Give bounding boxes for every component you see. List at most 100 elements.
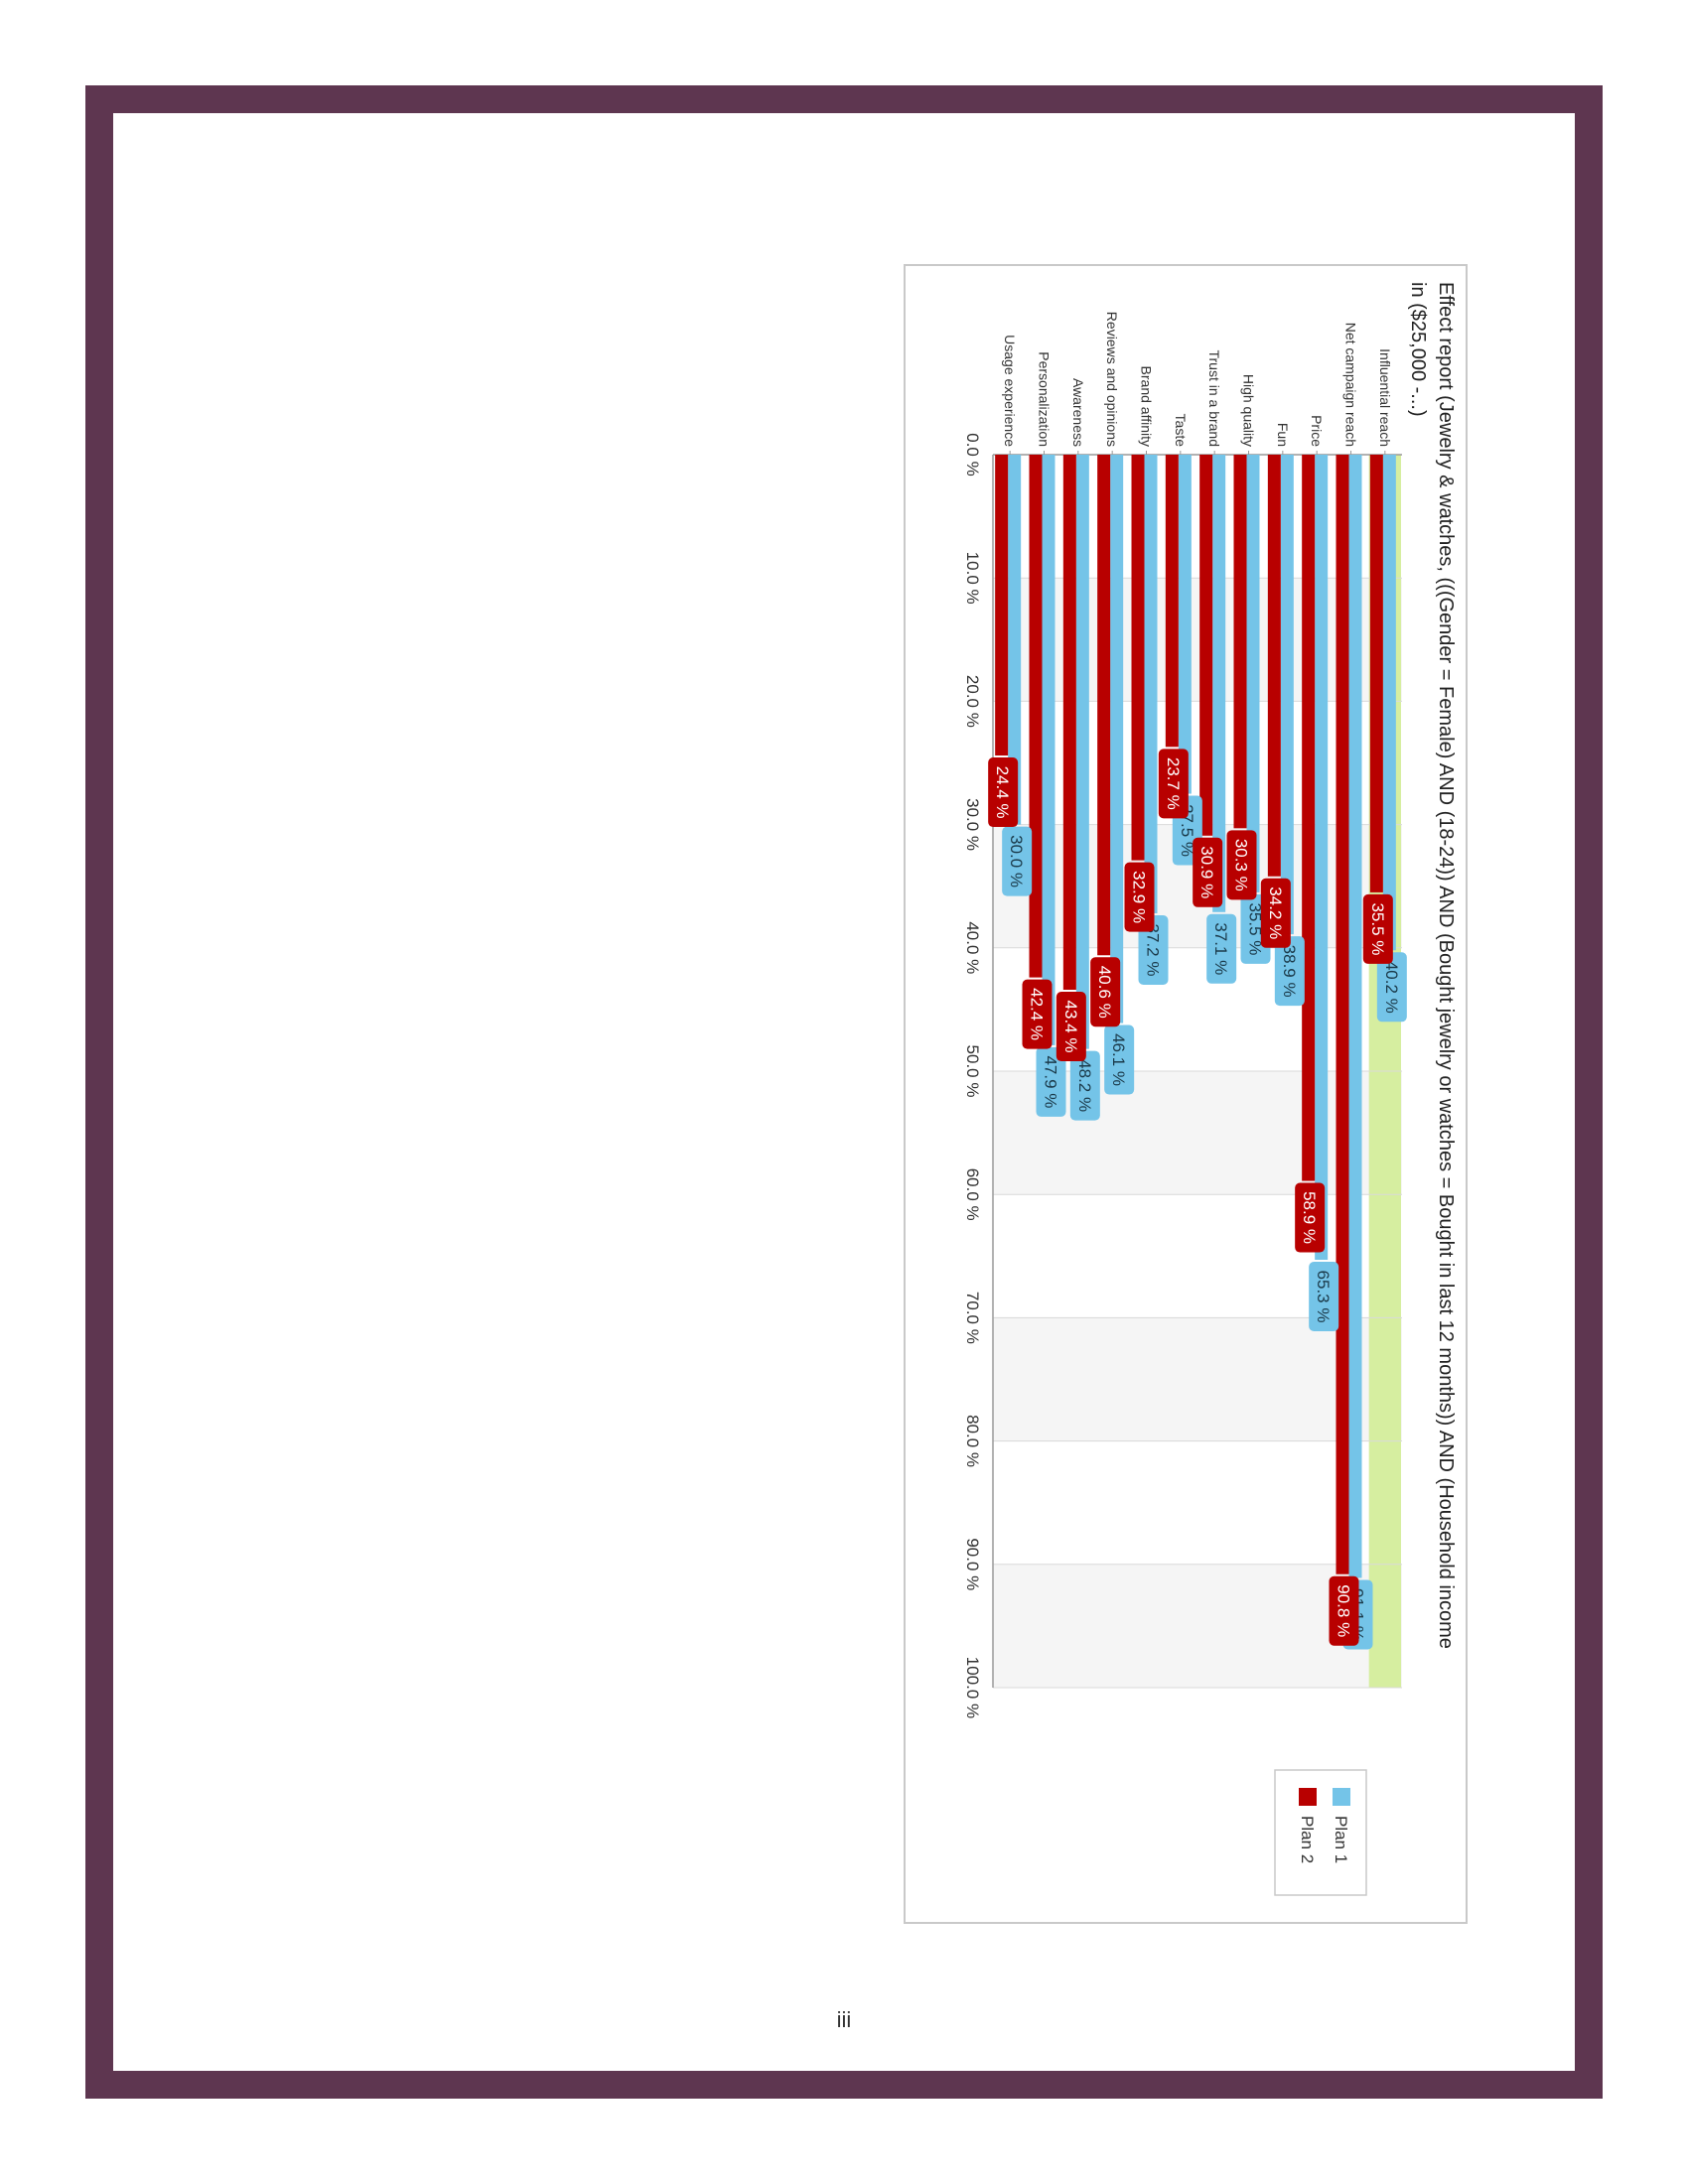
bar-plan-1 xyxy=(1382,455,1396,951)
category-label: Influential reach xyxy=(1377,348,1393,447)
data-label-bg-plan-1 xyxy=(1274,936,1305,1007)
category-label: Trust in a brand xyxy=(1206,349,1222,447)
data-label-bg-plan-2 xyxy=(988,757,1019,828)
x-tick-label: 80.0 % xyxy=(963,1415,982,1467)
bar-plan-1 xyxy=(1110,455,1124,1024)
bar-plan-2 xyxy=(1165,455,1179,748)
data-label-bg-plan-1 xyxy=(1036,1046,1066,1117)
bar-plan-2 xyxy=(1062,455,1076,991)
category-label: Awareness xyxy=(1070,378,1086,447)
category-label: Usage experience xyxy=(1002,335,1018,447)
category-label: Price xyxy=(1309,415,1325,447)
bar-plan-1 xyxy=(1178,455,1192,794)
data-label-plan-2: 24.4 % xyxy=(993,766,1012,819)
x-tick-label: 60.0 % xyxy=(963,1168,982,1221)
data-label-plan-2: 90.8 % xyxy=(1335,1584,1353,1637)
data-label-plan-2: 35.5 % xyxy=(1368,902,1387,955)
category-label: Net campaign reach xyxy=(1343,323,1359,447)
bar-plan-1 xyxy=(1246,455,1260,892)
x-tick-label: 0.0 % xyxy=(963,433,982,476)
bar-plan-2 xyxy=(1336,455,1349,1574)
data-label-plan-2: 34.2 % xyxy=(1266,887,1285,939)
data-label-plan-1: 37.2 % xyxy=(1144,924,1163,977)
data-label-bg-plan-2 xyxy=(1055,992,1086,1062)
x-tick-label: 30.0 % xyxy=(963,798,982,851)
bar-plan-2 xyxy=(1131,455,1145,861)
chart-title: Effect report (Jewelry & watches, (((Gen… xyxy=(1407,282,1457,1649)
data-label-bg-plan-1 xyxy=(1002,826,1033,896)
x-tick-label: 90.0 % xyxy=(963,1538,982,1590)
data-label-bg-plan-1 xyxy=(1104,1024,1135,1095)
category-label: Personalization xyxy=(1037,351,1053,447)
chart-panel: Effect report (Jewelry & watches, (((Gen… xyxy=(904,264,1468,1924)
legend-label: Plan 2 xyxy=(1298,1816,1317,1863)
bar-plan-2 xyxy=(1267,455,1281,877)
data-label-plan-1: 35.5 % xyxy=(1246,902,1265,955)
data-label-bg-plan-1 xyxy=(1309,1262,1339,1332)
data-label-plan-1: 46.1 % xyxy=(1109,1033,1128,1086)
data-label-bg-plan-2 xyxy=(1260,878,1291,948)
x-tick-label: 70.0 % xyxy=(963,1292,982,1344)
grid-band xyxy=(993,701,1402,825)
x-tick-label: 40.0 % xyxy=(963,921,982,974)
data-label-plan-2: 23.7 % xyxy=(1164,757,1183,810)
data-label-bg-plan-1 xyxy=(1376,952,1407,1023)
data-label-bg-plan-2 xyxy=(1193,837,1223,907)
bar-plan-2 xyxy=(1233,455,1247,829)
data-label-plan-2: 30.9 % xyxy=(1197,846,1216,898)
grid-band xyxy=(993,578,1402,702)
data-label-plan-1: 47.9 % xyxy=(1042,1055,1060,1108)
grid-band xyxy=(993,1317,1402,1441)
data-label-bg-plan-1 xyxy=(1069,1050,1100,1121)
data-label-plan-1: 38.9 % xyxy=(1280,945,1299,998)
data-label-bg-plan-1 xyxy=(1206,913,1237,984)
data-label-plan-2: 40.6 % xyxy=(1095,966,1114,1019)
bar-plan-2 xyxy=(1369,455,1383,892)
category-label: Brand affinity xyxy=(1139,366,1155,447)
data-label-bg-plan-1 xyxy=(1138,915,1169,986)
bar-plan-2 xyxy=(1029,455,1043,978)
bar-plan-2 xyxy=(995,455,1009,756)
data-label-plan-2: 43.4 % xyxy=(1061,1001,1080,1053)
bar-plan-2 xyxy=(1199,455,1213,836)
grid-band xyxy=(993,455,1402,579)
data-label-bg-plan-2 xyxy=(1295,1182,1326,1253)
legend-label: Plan 1 xyxy=(1332,1816,1350,1863)
x-tick-label: 50.0 % xyxy=(963,1045,982,1098)
data-label-plan-1: 48.2 % xyxy=(1075,1059,1094,1112)
category-label: Taste xyxy=(1173,414,1189,448)
bar-plan-1 xyxy=(1212,455,1226,912)
category-label: High quality xyxy=(1241,374,1257,447)
data-label-plan-2: 58.9 % xyxy=(1300,1191,1319,1244)
rotated-chart-group: Effect report (Jewelry & watches, (((Gen… xyxy=(963,282,1457,1896)
x-tick-label: 10.0 % xyxy=(963,552,982,605)
bar-plan-1 xyxy=(1348,455,1362,1578)
data-label-bg-plan-2 xyxy=(1226,830,1257,900)
data-label-plan-1: 65.3 % xyxy=(1314,1271,1333,1323)
data-label-bg-plan-2 xyxy=(1124,862,1155,932)
bar-plan-2 xyxy=(1302,455,1316,1181)
data-label-bg-plan-2 xyxy=(1022,979,1053,1049)
legend-swatch xyxy=(1299,1788,1317,1806)
grid-band xyxy=(993,1564,1402,1689)
x-tick-label: 100.0 % xyxy=(963,1657,982,1718)
legend-swatch xyxy=(1333,1788,1350,1806)
data-label-plan-2: 42.4 % xyxy=(1028,988,1047,1040)
bar-plan-1 xyxy=(1075,455,1089,1049)
category-label: Fun xyxy=(1275,423,1291,447)
data-label-bg-plan-2 xyxy=(1329,1575,1359,1646)
data-label-plan-1: 37.1 % xyxy=(1211,922,1230,975)
bar-plan-1 xyxy=(1008,455,1022,825)
bar-plan-1 xyxy=(1280,455,1294,935)
data-label-plan-2: 30.3 % xyxy=(1232,839,1251,891)
grid-band xyxy=(993,1440,1402,1565)
effect-report-chart: Effect report (Jewelry & watches, (((Gen… xyxy=(963,282,1457,1896)
data-label-plan-2: 32.9 % xyxy=(1130,871,1149,923)
bar-plan-1 xyxy=(1315,455,1329,1261)
page-number: iii xyxy=(836,2007,852,2032)
bar-plan-1 xyxy=(1042,455,1055,1045)
data-label-bg-plan-2 xyxy=(1362,893,1393,964)
category-label: Reviews and opinions xyxy=(1104,312,1120,447)
legend xyxy=(1274,1769,1367,1896)
data-label-bg-plan-2 xyxy=(1158,749,1189,819)
